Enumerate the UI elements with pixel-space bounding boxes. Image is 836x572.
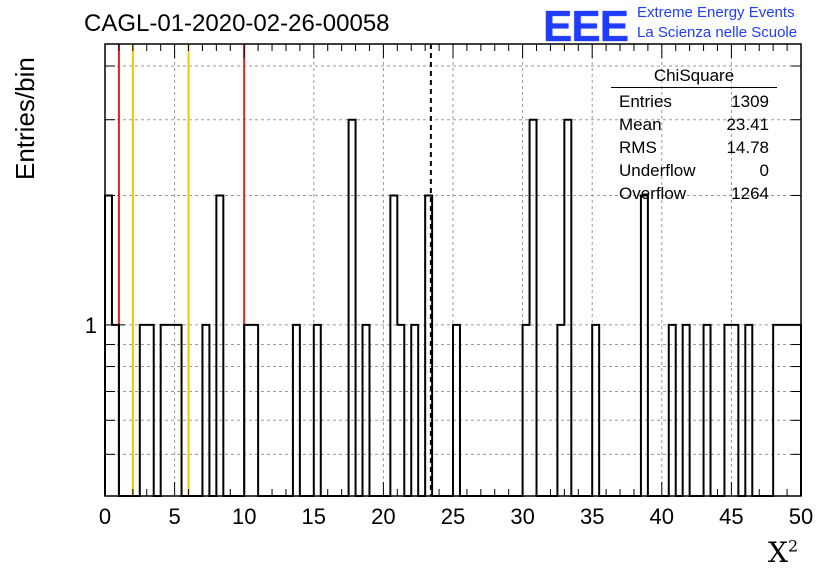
stats-row-overflow: Overflow 1264 (611, 182, 777, 205)
x-tick-label: 40 (650, 504, 674, 529)
x-tick-label: 20 (371, 504, 395, 529)
x-tick-labels: 0 5 10 15 20 25 30 35 40 45 50 (99, 504, 813, 529)
x-tick-label: 0 (99, 504, 111, 529)
x-tick-label: 10 (232, 504, 256, 529)
stats-label: Underflow (619, 161, 696, 180)
x-tick-label: 45 (719, 504, 743, 529)
logo-line-2: La Scienza nelle Scuole (637, 24, 798, 41)
stats-label: Entries (619, 92, 672, 111)
logo-line-1: Extreme Energy Events (637, 4, 795, 21)
stats-title: ChiSquare (611, 66, 777, 88)
reference-lines (117, 44, 432, 496)
stats-label: Mean (619, 115, 662, 134)
axis-ticks (104, 44, 802, 496)
chart-title: CAGL-01-2020-02-26-00058 (84, 10, 390, 37)
stats-label: RMS (619, 138, 657, 157)
stats-row-entries: Entries 1309 (611, 90, 777, 113)
stats-value: 1309 (731, 92, 769, 111)
y-axis-label: Entries/bin (10, 57, 40, 180)
x-tick-label: 25 (441, 504, 465, 529)
x-tick-label: 30 (510, 504, 534, 529)
stats-value: 14.78 (726, 138, 769, 157)
stats-value: 23.41 (726, 115, 769, 134)
stats-row-underflow: Underflow 0 (611, 159, 777, 182)
x-tick-label: 50 (789, 504, 813, 529)
stats-box: ChiSquare Entries 1309 Mean 23.41 RMS 14.78 Un… (611, 66, 777, 205)
stats-row-rms: RMS 14.78 (611, 136, 777, 159)
x-tick-label: 35 (580, 504, 604, 529)
stats-rows: Entries 1309 Mean 23.41 RMS 14.78 Underflow 0 Ov… (611, 90, 777, 205)
y-tick-label: 1 (85, 313, 97, 338)
stats-value: 1264 (731, 184, 769, 203)
x-axis-label: X2 (768, 536, 799, 569)
stats-row-mean: Mean 23.41 (611, 113, 777, 136)
x-tick-label: 5 (168, 504, 180, 529)
x-tick-label: 15 (302, 504, 326, 529)
y-tick-labels: 1 (85, 313, 97, 338)
stats-label: Overflow (619, 184, 687, 203)
eee-logo: EEE (543, 2, 629, 51)
stats-value: 0 (759, 161, 769, 180)
